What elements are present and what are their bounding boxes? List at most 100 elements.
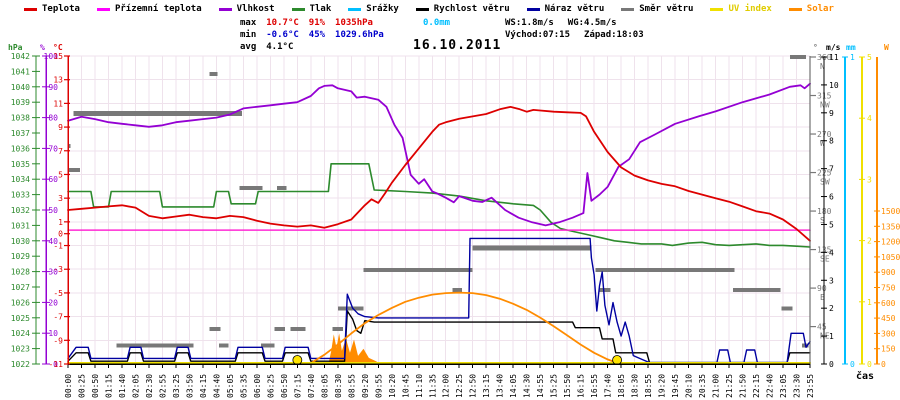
svg-text:4: 4 — [829, 248, 834, 257]
svg-text:7: 7 — [58, 147, 63, 156]
svg-text:06:50: 06:50 — [280, 374, 289, 398]
legend-item-9: UV index — [710, 4, 772, 14]
svg-text:10:45: 10:45 — [401, 374, 410, 398]
svg-text:30: 30 — [48, 268, 58, 277]
svg-text:03:50: 03:50 — [185, 374, 194, 398]
svg-text:SE: SE — [820, 255, 830, 264]
svg-text:03:25: 03:25 — [172, 374, 181, 398]
svg-text:1034: 1034 — [11, 175, 30, 184]
plot-frame — [67, 56, 811, 365]
svg-text:17:40: 17:40 — [604, 374, 613, 398]
svg-text:20:35: 20:35 — [698, 374, 707, 398]
svg-text:m/s: m/s — [826, 43, 841, 52]
svg-text:1042: 1042 — [11, 52, 30, 61]
svg-text:E: E — [820, 293, 825, 302]
legend-item-2: Přízemní teplota — [96, 4, 202, 14]
svg-text:1200: 1200 — [881, 238, 900, 247]
svg-text:60: 60 — [48, 175, 58, 184]
svg-text:5: 5 — [58, 170, 63, 179]
svg-text:13:15: 13:15 — [482, 374, 491, 398]
svg-text:01:15: 01:15 — [104, 374, 113, 398]
svg-text:hPa: hPa — [8, 43, 23, 52]
avg-label: avg — [240, 42, 257, 52]
svg-text:00:25: 00:25 — [77, 374, 86, 398]
max-pressure: 1035hPa — [335, 18, 373, 28]
wind-speed-stat: WS:1.8m/s — [505, 18, 554, 28]
svg-text:19:45: 19:45 — [671, 374, 680, 398]
svg-text:5: 5 — [829, 220, 834, 229]
svg-text:1023: 1023 — [11, 345, 30, 354]
svg-text:18:55: 18:55 — [644, 374, 653, 398]
svg-text:02:55: 02:55 — [158, 374, 167, 398]
legend-item-3: Vlhkost — [218, 4, 275, 14]
svg-text:W: W — [884, 43, 889, 52]
svg-text:1050: 1050 — [881, 253, 900, 262]
legend-color-dash — [710, 7, 724, 11]
svg-text:00:50: 00:50 — [91, 374, 100, 398]
grid — [67, 55, 811, 364]
svg-text:16:55: 16:55 — [590, 374, 599, 398]
svg-text:1026: 1026 — [11, 298, 30, 307]
svg-text:08:05: 08:05 — [320, 374, 329, 398]
svg-text:12:50: 12:50 — [469, 374, 478, 398]
legend-label: UV index — [728, 4, 772, 14]
svg-text:NW: NW — [820, 101, 830, 110]
legend: Teplota Přízemní teplota Vlhkost Tlak Srážky… — [24, 4, 851, 14]
svg-text:1024: 1024 — [11, 329, 30, 338]
svg-text:20:10: 20:10 — [685, 374, 694, 398]
svg-text:06:00: 06:00 — [253, 374, 262, 398]
svg-text:2: 2 — [829, 304, 834, 313]
svg-text:08:55: 08:55 — [347, 374, 356, 398]
svg-text:05:05: 05:05 — [226, 374, 235, 398]
svg-text:50: 50 — [48, 206, 58, 215]
svg-text:21:25: 21:25 — [725, 374, 734, 398]
svg-text:11:35: 11:35 — [428, 374, 437, 398]
x-axis: 00:00 00:25 00:50 01:15 01:40 02:05 02:30 02:55… — [64, 364, 815, 398]
legend-item-10: Solar — [788, 4, 834, 14]
svg-text:15:25: 15:25 — [550, 374, 559, 398]
svg-text:1: 1 — [58, 218, 63, 227]
svg-text:08:30: 08:30 — [334, 374, 343, 398]
max-temp: 10.7°C — [266, 18, 299, 28]
svg-text:14:55: 14:55 — [536, 374, 545, 398]
svg-text:1030: 1030 — [11, 237, 30, 246]
svg-text:20: 20 — [48, 298, 58, 307]
svg-text:%: % — [40, 43, 45, 52]
svg-text:0: 0 — [850, 360, 855, 369]
series-tlak — [67, 163, 811, 248]
svg-text:1350: 1350 — [881, 222, 900, 231]
stats-avg-row: avg 4.1°C — [240, 41, 460, 53]
legend-item-7: Náraz větru — [526, 4, 604, 14]
legend-item-1: Teplota — [24, 4, 80, 14]
svg-text:9: 9 — [58, 123, 63, 132]
rain-total: 0.0mm — [422, 18, 451, 28]
svg-text:1: 1 — [850, 53, 855, 62]
wind-gust-stat: WG:4.5m/s — [567, 18, 617, 28]
svg-text:23:55: 23:55 — [806, 374, 815, 398]
svg-text:-7: -7 — [53, 313, 63, 322]
svg-text:0: 0 — [58, 230, 63, 239]
svg-text:S: S — [820, 216, 825, 225]
legend-color-dash — [415, 7, 429, 11]
svg-text:11: 11 — [829, 53, 839, 62]
svg-text:6: 6 — [829, 193, 834, 202]
svg-text:3: 3 — [867, 175, 872, 184]
svg-text:06:25: 06:25 — [266, 374, 275, 398]
x-axis-caption: čas — [856, 371, 875, 382]
svg-text:1028: 1028 — [11, 268, 30, 277]
svg-text:40: 40 — [48, 237, 58, 246]
svg-text:90: 90 — [48, 83, 58, 92]
legend-item-6: Rychlost větru — [415, 4, 510, 14]
svg-text:600: 600 — [881, 299, 896, 308]
svg-text:02:30: 02:30 — [145, 374, 154, 398]
svg-text:1037: 1037 — [11, 129, 30, 138]
svg-text:21:50: 21:50 — [739, 374, 748, 398]
right-axes: 360N315NW270W225SW180S135SE90E45NE111098… — [810, 43, 900, 369]
svg-text:22:40: 22:40 — [766, 374, 775, 398]
svg-text:3: 3 — [829, 276, 834, 285]
svg-text:16:15: 16:15 — [577, 374, 586, 398]
svg-text:1032: 1032 — [11, 206, 30, 215]
svg-text:-5: -5 — [53, 289, 63, 298]
svg-text:80: 80 — [48, 114, 58, 123]
